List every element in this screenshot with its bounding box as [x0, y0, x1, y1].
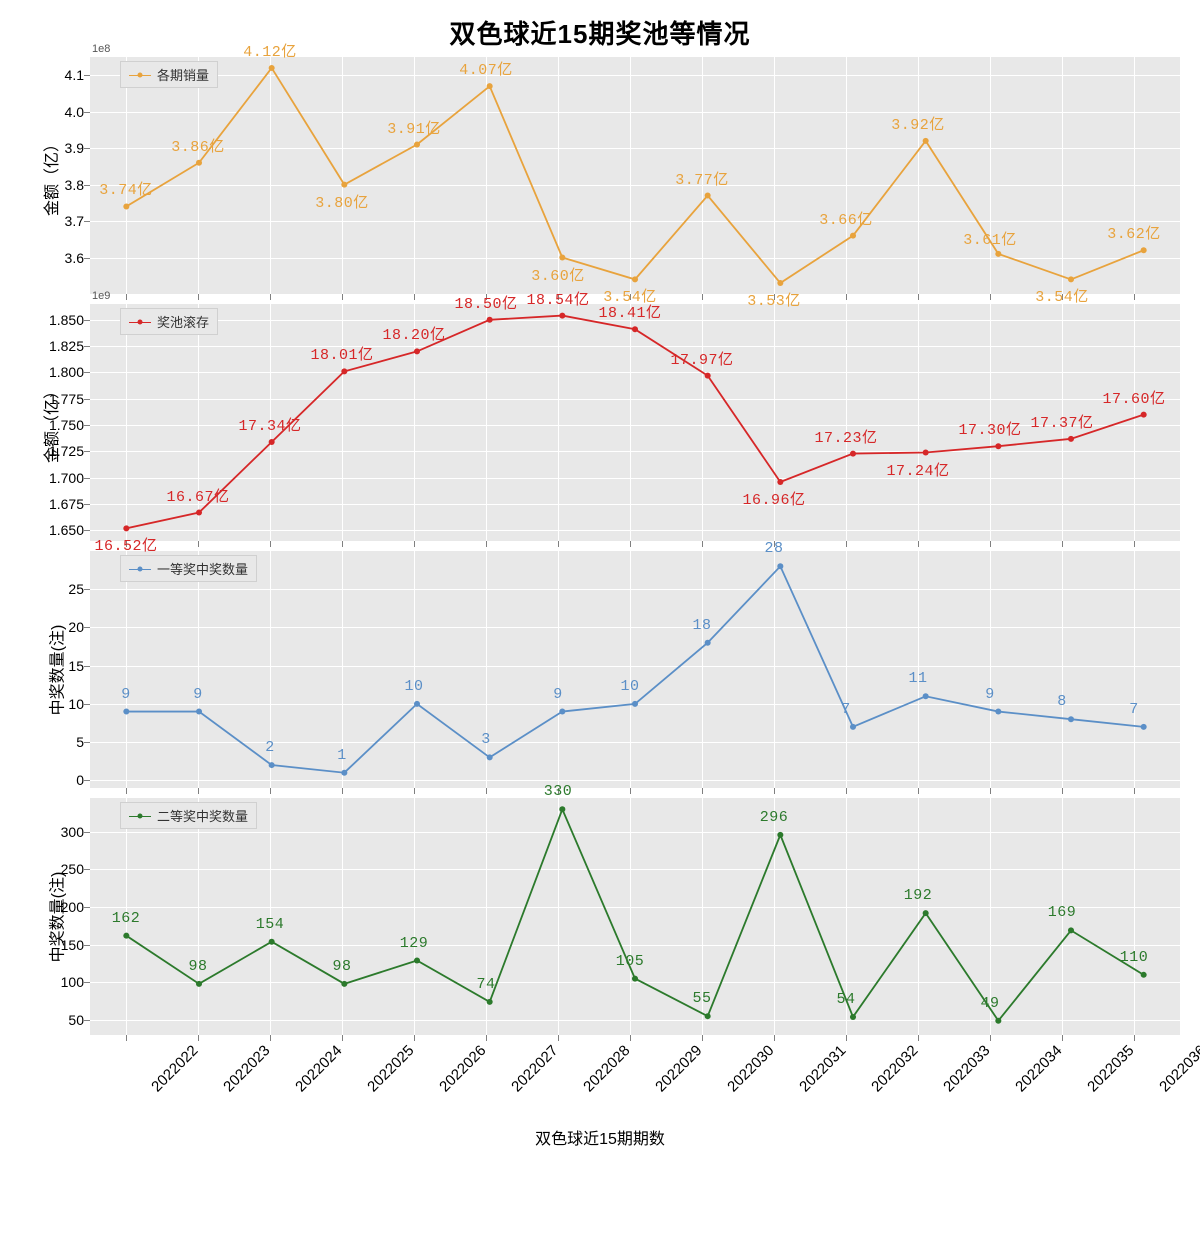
data-label: 10 — [620, 678, 639, 695]
y-axis-label: 中奖数量(注) — [43, 624, 67, 715]
data-label: 16.67亿 — [166, 485, 229, 506]
data-label: 17.37亿 — [1030, 411, 1093, 432]
data-label: 7 — [841, 701, 851, 718]
data-label: 3.92亿 — [891, 113, 945, 134]
data-label: 3.91亿 — [387, 117, 441, 138]
panel-second: 50100150200250300二等奖中奖数量1629815498129743… — [90, 798, 1180, 1035]
data-label: 3.62亿 — [1107, 222, 1161, 243]
data-label: 17.34亿 — [238, 414, 301, 435]
panels-container: 3.63.73.83.94.04.11e8各期销量3.74亿3.86亿4.12亿… — [0, 57, 1200, 1045]
data-label: 98 — [332, 958, 351, 975]
data-label: 3.61亿 — [963, 228, 1017, 249]
data-label: 7 — [1129, 701, 1139, 718]
data-label: 17.30亿 — [958, 418, 1021, 439]
legend: 一等奖中奖数量 — [120, 555, 257, 582]
data-label: 3.80亿 — [315, 191, 369, 212]
data-label: 17.60亿 — [1102, 387, 1165, 408]
data-label: 3.77亿 — [675, 168, 729, 189]
data-label: 17.24亿 — [886, 459, 949, 480]
data-label: 17.97亿 — [670, 348, 733, 369]
data-label: 296 — [760, 809, 789, 826]
data-label: 3 — [481, 731, 491, 748]
data-label: 110 — [1120, 949, 1149, 966]
data-label: 3.86亿 — [171, 135, 225, 156]
legend-label: 奖池滚存 — [157, 312, 209, 331]
data-label: 2 — [265, 739, 275, 756]
data-label: 1 — [337, 747, 347, 764]
y-axis-label: 金额（亿） — [38, 135, 62, 215]
data-label: 3.66亿 — [819, 208, 873, 229]
data-label: 169 — [1048, 904, 1077, 921]
panel-pool: 1.6501.6751.7001.7251.7501.7751.8001.825… — [90, 304, 1180, 541]
data-label: 129 — [400, 935, 429, 952]
data-label: 55 — [692, 990, 711, 1007]
data-label: 16.96亿 — [742, 488, 805, 509]
data-label: 9 — [121, 686, 131, 703]
data-label: 17.23亿 — [814, 426, 877, 447]
legend: 二等奖中奖数量 — [120, 802, 257, 829]
legend: 奖池滚存 — [120, 308, 218, 335]
data-label: 330 — [544, 783, 573, 800]
data-label: 9 — [193, 686, 203, 703]
data-label: 3.60亿 — [531, 264, 585, 285]
data-label: 3.74亿 — [99, 178, 153, 199]
legend-label: 二等奖中奖数量 — [157, 806, 248, 825]
data-label: 49 — [980, 995, 999, 1012]
data-label: 18 — [692, 617, 711, 634]
y-axis-label: 金额（亿） — [38, 382, 62, 462]
legend-label: 各期销量 — [157, 65, 209, 84]
panel-sales: 3.63.73.83.94.04.11e8各期销量3.74亿3.86亿4.12亿… — [90, 57, 1180, 294]
data-label: 28 — [764, 540, 783, 557]
legend-label: 一等奖中奖数量 — [157, 559, 248, 578]
data-label: 154 — [256, 916, 285, 933]
data-label: 4.12亿 — [243, 40, 297, 61]
data-label: 18.54亿 — [526, 288, 589, 309]
data-label: 9 — [985, 686, 995, 703]
data-label: 54 — [836, 991, 855, 1008]
data-label: 3.53亿 — [747, 289, 801, 310]
data-label: 192 — [904, 887, 933, 904]
data-label: 98 — [188, 958, 207, 975]
data-label: 4.07亿 — [459, 58, 513, 79]
data-label: 11 — [908, 670, 927, 687]
data-label: 18.50亿 — [454, 292, 517, 313]
data-label: 3.54亿 — [1035, 285, 1089, 306]
data-label: 8 — [1057, 693, 1067, 710]
y-axis-label: 中奖数量(注) — [43, 871, 67, 962]
data-label: 162 — [112, 910, 141, 927]
data-label: 18.41亿 — [598, 301, 661, 322]
data-label: 18.20亿 — [382, 323, 445, 344]
panel-first: 0510152025一等奖中奖数量99211039101828711987中奖数… — [90, 551, 1180, 788]
y-sci-exponent: 1e8 — [92, 43, 110, 55]
data-label: 105 — [616, 953, 645, 970]
data-label: 74 — [476, 976, 495, 993]
chart-title: 双色球近15期奖池等情况 — [0, 0, 1200, 57]
data-label: 10 — [404, 678, 423, 695]
data-label: 16.52亿 — [94, 534, 157, 555]
data-label: 18.01亿 — [310, 343, 373, 364]
legend: 各期销量 — [120, 61, 218, 88]
data-label: 9 — [553, 686, 563, 703]
